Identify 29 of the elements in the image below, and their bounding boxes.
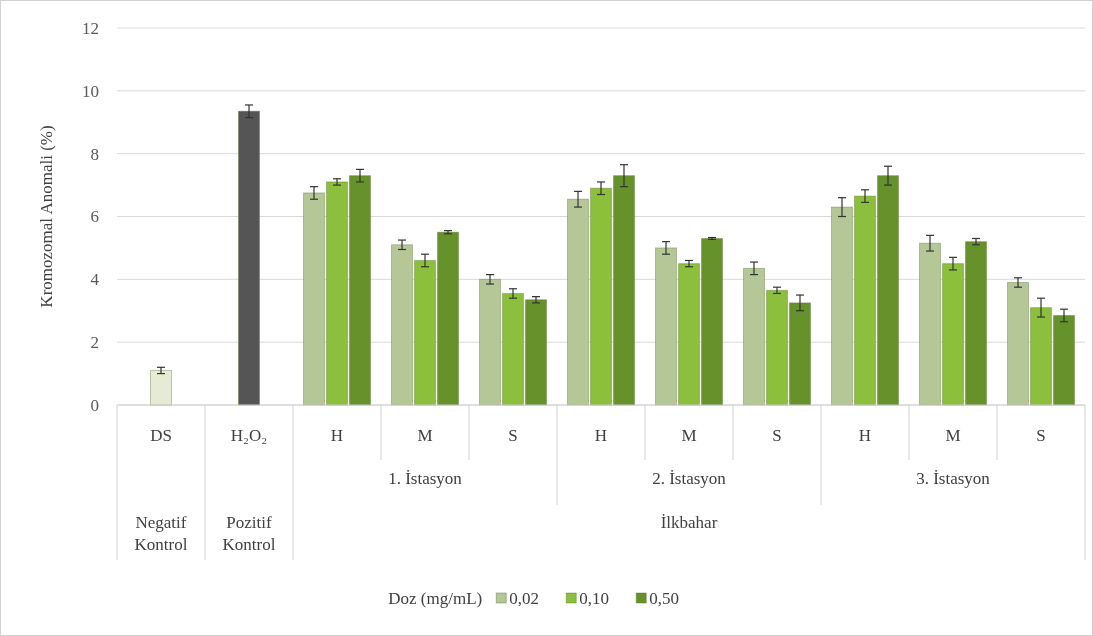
x-tick-label: H bbox=[858, 426, 872, 445]
y-tick-label: 8 bbox=[90, 144, 99, 164]
x-tick-label: H bbox=[594, 426, 608, 445]
x-tick-label: M bbox=[945, 426, 961, 445]
text: İlkbahar bbox=[660, 513, 718, 532]
x-tick-label: H₂O₂ bbox=[230, 426, 268, 445]
text: 2. İstasyon bbox=[652, 469, 727, 488]
legend-label: 0,10 bbox=[579, 588, 609, 608]
y-tick-label: 6 bbox=[90, 207, 99, 227]
y-tick-label: 2 bbox=[90, 333, 99, 353]
y-tick-label: 10 bbox=[82, 81, 99, 101]
y-tick-label: 4 bbox=[90, 270, 100, 290]
x-tick-label: S bbox=[772, 426, 782, 445]
x-tick-label: M bbox=[681, 426, 697, 445]
x-tick-label: S bbox=[508, 426, 518, 445]
legend-title: Doz (mg/mL) bbox=[388, 588, 483, 608]
x-tick-label: H bbox=[330, 426, 344, 445]
x-tick-label: DS bbox=[150, 426, 172, 445]
x-tick-label: M bbox=[417, 426, 433, 445]
legend-label: 0,50 bbox=[649, 588, 679, 608]
text: 3. İstasyon bbox=[916, 469, 991, 488]
y-tick-label: 12 bbox=[82, 18, 99, 38]
text: Negatif Kontrol bbox=[134, 513, 188, 554]
text: Pozitif Kontrol bbox=[222, 513, 276, 554]
y-tick-label: 0 bbox=[90, 395, 99, 415]
x-tick-label: S bbox=[1036, 426, 1046, 445]
legend-label: 0,02 bbox=[509, 588, 539, 608]
y-axis-title: Kromozomal Anomali (%) bbox=[37, 125, 56, 308]
text: 1. İstasyon bbox=[388, 469, 463, 488]
